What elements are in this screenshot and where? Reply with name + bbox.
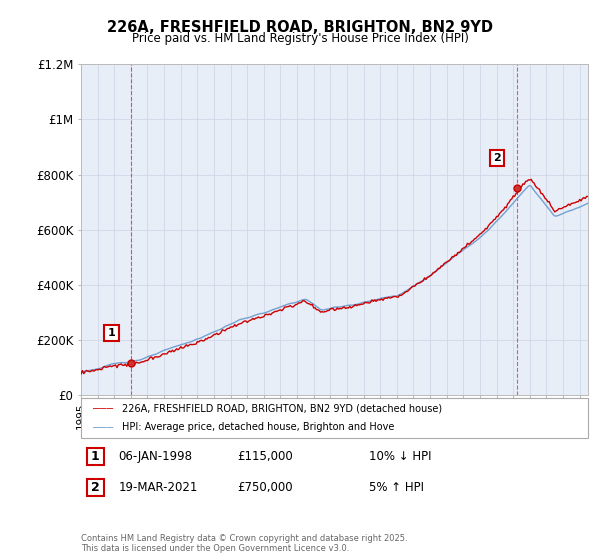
Text: 06-JAN-1998: 06-JAN-1998: [118, 450, 192, 463]
Text: 226A, FRESHFIELD ROAD, BRIGHTON, BN2 9YD: 226A, FRESHFIELD ROAD, BRIGHTON, BN2 9YD: [107, 20, 493, 35]
Text: ———: ———: [93, 422, 113, 432]
Text: 226A, FRESHFIELD ROAD, BRIGHTON, BN2 9YD (detached house): 226A, FRESHFIELD ROAD, BRIGHTON, BN2 9YD…: [122, 403, 442, 413]
Text: 1: 1: [107, 328, 115, 338]
Text: 2: 2: [493, 153, 500, 163]
Text: HPI: Average price, detached house, Brighton and Hove: HPI: Average price, detached house, Brig…: [122, 422, 394, 432]
Text: Contains HM Land Registry data © Crown copyright and database right 2025.
This d: Contains HM Land Registry data © Crown c…: [81, 534, 407, 553]
Text: £115,000: £115,000: [237, 450, 293, 463]
Text: ———: ———: [93, 403, 113, 413]
Text: 10% ↓ HPI: 10% ↓ HPI: [369, 450, 431, 463]
Text: 19-MAR-2021: 19-MAR-2021: [118, 480, 197, 494]
Text: £750,000: £750,000: [237, 480, 293, 494]
Text: 2: 2: [91, 480, 100, 494]
Text: 5% ↑ HPI: 5% ↑ HPI: [369, 480, 424, 494]
Text: Price paid vs. HM Land Registry's House Price Index (HPI): Price paid vs. HM Land Registry's House …: [131, 32, 469, 45]
Text: 1: 1: [91, 450, 100, 463]
